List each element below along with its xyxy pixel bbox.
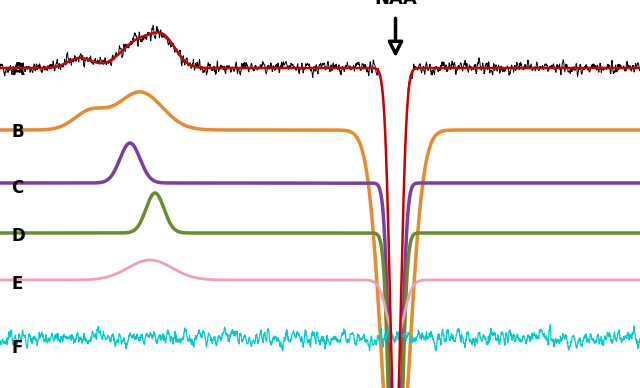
Text: A: A bbox=[12, 61, 24, 79]
Text: D: D bbox=[12, 227, 25, 245]
Text: C: C bbox=[12, 179, 24, 197]
Text: E: E bbox=[12, 275, 23, 293]
Text: B: B bbox=[12, 123, 24, 141]
Text: NAA: NAA bbox=[374, 0, 417, 7]
Text: F: F bbox=[12, 339, 23, 357]
